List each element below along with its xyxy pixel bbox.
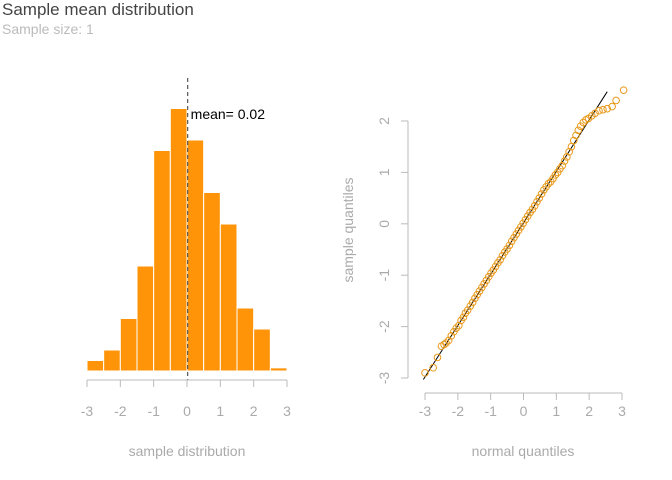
qq-point xyxy=(463,306,472,314)
qq-x-tick-label: -1 xyxy=(484,403,497,419)
mean-annotation: mean= 0.02 xyxy=(191,106,266,122)
qq-point xyxy=(459,313,468,322)
histogram-bar xyxy=(269,367,288,372)
qq-point xyxy=(599,105,607,114)
qq-y-tick-label: -2 xyxy=(376,320,392,333)
qq-point xyxy=(595,106,603,115)
qq-point xyxy=(429,363,438,372)
qq-point xyxy=(455,321,463,330)
histogram-bar xyxy=(119,318,138,372)
histogram-bar xyxy=(219,223,238,372)
qq-point xyxy=(572,131,580,140)
qq-y-tick-label: 0 xyxy=(376,220,392,228)
qq-x-axis-label: normal quantiles xyxy=(472,443,575,459)
qq-point xyxy=(442,339,450,347)
chart-title: Sample mean distribution xyxy=(2,0,194,19)
histogram-bar xyxy=(86,360,105,372)
histogram-x-tick-label: 2 xyxy=(250,403,258,419)
histogram-bar xyxy=(253,328,271,372)
qq-point xyxy=(452,324,460,332)
qq-point xyxy=(569,136,578,145)
qq-y-tick-label: -3 xyxy=(376,372,392,385)
histogram-chart: mean= 0.02 -3 -2 -1 0 1 2 3 sample distribution xyxy=(81,78,291,459)
qq-point xyxy=(612,96,620,105)
qq-x-tick-label: -2 xyxy=(452,403,465,419)
qq-point xyxy=(468,298,477,307)
qq-point xyxy=(551,171,560,179)
histogram-x-tick-label: -2 xyxy=(114,403,127,419)
qq-point xyxy=(591,109,599,118)
qq-point xyxy=(579,118,588,127)
qq-y-tick-label: -1 xyxy=(376,269,392,282)
qq-y-tick-label: 1 xyxy=(376,168,392,176)
qq-y-axis-label: sample quantiles xyxy=(340,177,356,282)
qq-point xyxy=(537,190,546,198)
histogram-x-tick-label: 3 xyxy=(283,403,291,419)
qq-point xyxy=(563,153,571,161)
qq-point xyxy=(421,369,429,377)
qq-x-tick-label: 2 xyxy=(585,403,593,419)
chart-subtitle: Sample size: 1 xyxy=(2,21,94,37)
histogram-x-tick-label: 0 xyxy=(183,403,191,419)
qq-y-tick-label: 2 xyxy=(376,117,392,125)
histogram-bar xyxy=(153,150,171,372)
qq-point xyxy=(505,241,514,250)
qq-point xyxy=(544,179,553,188)
qq-x-tick-label: -3 xyxy=(419,403,432,419)
histogram-bar xyxy=(236,307,255,372)
qq-x-tick-label: 0 xyxy=(520,403,528,419)
qq-point xyxy=(558,161,567,170)
qq-point xyxy=(619,86,628,94)
qq-point xyxy=(447,332,456,340)
histogram-x-tick-label: -3 xyxy=(81,403,94,419)
histogram-bar xyxy=(186,139,205,372)
histogram-x-tick-label: -1 xyxy=(147,403,160,419)
qq-point xyxy=(574,126,583,135)
qq-point xyxy=(535,194,544,202)
qq-x-tick-label: 1 xyxy=(552,403,560,419)
histogram-x-tick-label: 1 xyxy=(216,403,224,419)
qq-x-tick-label: 3 xyxy=(618,403,626,419)
qq-point xyxy=(530,202,539,210)
qq-point xyxy=(433,353,442,362)
qq-point xyxy=(496,255,504,264)
histogram-bar xyxy=(136,265,155,372)
histogram-bar xyxy=(169,108,188,372)
qq-point xyxy=(608,102,616,111)
histogram-bar xyxy=(203,192,221,372)
qq-point xyxy=(440,340,448,349)
histogram-x-axis-label: sample distribution xyxy=(129,443,246,459)
histogram-bar xyxy=(103,349,121,372)
qq-point xyxy=(560,157,569,165)
qq-plot-chart: -3 -2 -1 0 1 2 sample quantiles -3 -2 -1 0 1 2 3 norma… xyxy=(340,86,628,459)
qq-point xyxy=(603,104,612,113)
qq-point xyxy=(565,148,573,156)
